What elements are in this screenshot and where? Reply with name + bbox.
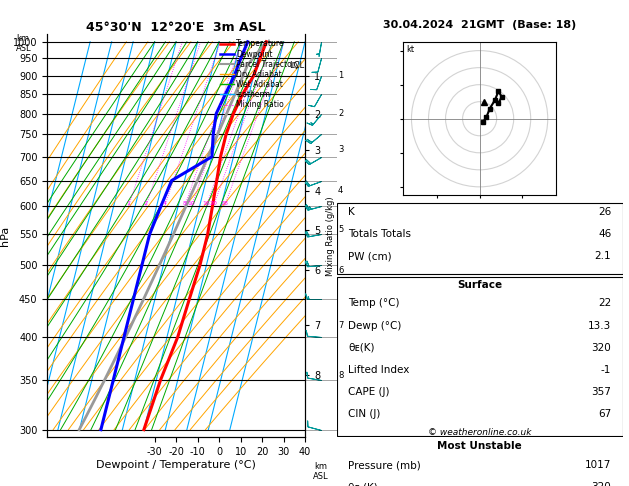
Text: 67: 67 <box>598 409 611 419</box>
Text: θᴇ(K): θᴇ(K) <box>348 343 374 353</box>
Text: 20: 20 <box>209 201 218 207</box>
Legend: Temperature, Dewpoint, Parcel Trajectory, Dry Adiabat, Wet Adiabat, Isotherm, Mi: Temperature, Dewpoint, Parcel Trajectory… <box>219 38 301 111</box>
Text: 30.04.2024  21GMT  (Base: 18): 30.04.2024 21GMT (Base: 18) <box>383 20 576 30</box>
Text: km
ASL: km ASL <box>16 34 32 53</box>
Text: 2: 2 <box>338 109 343 118</box>
Text: -1: -1 <box>601 365 611 375</box>
Text: Dewp (°C): Dewp (°C) <box>348 321 401 330</box>
Text: K: K <box>348 207 355 217</box>
Text: 7: 7 <box>338 321 343 330</box>
Text: 13.3: 13.3 <box>588 321 611 330</box>
Text: km
ASL: km ASL <box>313 462 328 481</box>
Text: kt: kt <box>406 46 415 54</box>
Text: 28: 28 <box>221 201 228 207</box>
Text: 357: 357 <box>591 387 611 397</box>
Text: LCL: LCL <box>289 61 304 69</box>
Bar <box>337 439 623 486</box>
Text: Temp (°C): Temp (°C) <box>348 298 399 308</box>
Text: 3: 3 <box>338 145 343 155</box>
Bar <box>337 204 623 274</box>
Text: Pressure (mb): Pressure (mb) <box>348 460 421 470</box>
Text: 46: 46 <box>598 229 611 239</box>
Text: Most Unstable: Most Unstable <box>437 441 522 451</box>
Y-axis label: hPa: hPa <box>0 226 10 246</box>
Text: 1017: 1017 <box>585 460 611 470</box>
Text: 8: 8 <box>183 201 187 207</box>
Title: 45°30'N  12°20'E  3m ASL: 45°30'N 12°20'E 3m ASL <box>86 21 266 34</box>
Text: PW (cm): PW (cm) <box>348 251 392 261</box>
Text: 320: 320 <box>591 343 611 353</box>
X-axis label: Dewpoint / Temperature (°C): Dewpoint / Temperature (°C) <box>96 460 256 470</box>
Text: 4: 4 <box>163 201 167 207</box>
Text: 5: 5 <box>338 225 343 234</box>
Text: 4: 4 <box>338 186 343 195</box>
Text: 8: 8 <box>338 371 343 380</box>
Text: 1: 1 <box>338 71 343 80</box>
Text: 16: 16 <box>203 201 210 207</box>
Text: 6: 6 <box>338 266 343 275</box>
Text: Surface: Surface <box>457 279 502 290</box>
Text: © weatheronline.co.uk: © weatheronline.co.uk <box>428 428 532 437</box>
Text: 10: 10 <box>187 201 196 207</box>
Text: Lifted Index: Lifted Index <box>348 365 409 375</box>
Text: CIN (J): CIN (J) <box>348 409 381 419</box>
Text: θᴇ (K): θᴇ (K) <box>348 482 377 486</box>
Text: 2.1: 2.1 <box>594 251 611 261</box>
Text: Totals Totals: Totals Totals <box>348 229 411 239</box>
Text: 2: 2 <box>144 201 148 207</box>
Text: CAPE (J): CAPE (J) <box>348 387 389 397</box>
Text: 26: 26 <box>598 207 611 217</box>
Text: 1: 1 <box>126 201 130 207</box>
Bar <box>337 277 623 436</box>
Text: 320: 320 <box>591 482 611 486</box>
Y-axis label: Mixing Ratio (g/kg): Mixing Ratio (g/kg) <box>326 196 335 276</box>
Text: 22: 22 <box>598 298 611 308</box>
